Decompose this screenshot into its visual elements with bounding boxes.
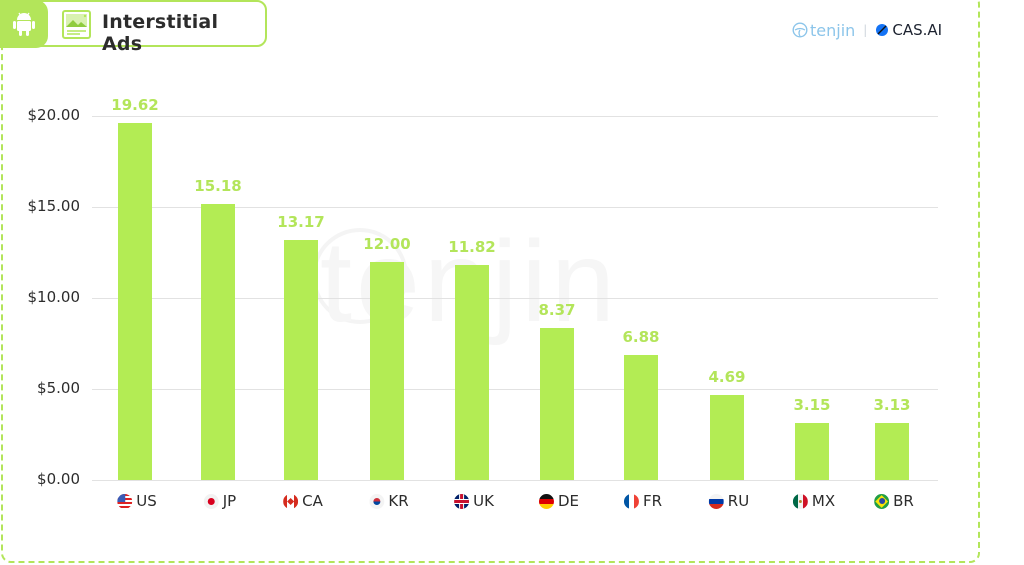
android-icon [0,0,48,48]
cas-logo-text: CAS.AI [892,21,943,39]
flag-fr-icon [623,493,639,509]
bar-value-label: 13.17 [277,213,325,232]
bar-value-label: 4.69 [708,367,746,386]
bar-value-label: 6.88 [622,327,660,346]
cas-logo-icon [876,24,889,36]
bar-fr [624,354,658,480]
bar-br [875,423,909,480]
flag-us-icon [117,493,133,509]
bar-uk [455,264,489,480]
x-tick-us: US [117,491,157,511]
x-tick-uk: UK [454,491,494,511]
flag-uk-icon [454,493,470,509]
bar-ru [710,394,744,480]
x-tick-fr: FR [623,491,663,511]
gridline [92,298,938,299]
x-tick-label: FR [642,492,663,510]
y-tick-label: $20.00 [27,106,81,124]
x-tick-ru: RU [708,491,750,511]
chart-header: Interstitial Ads [0,0,267,55]
bar-value-label: 8.37 [538,300,576,319]
y-tick-label: $0.00 [37,470,80,488]
brand-logos: tenjin | CAS.AI [792,19,942,41]
x-tick-label: DE [557,492,580,510]
x-tick-br: BR [874,491,914,511]
chart-title: Interstitial Ads [102,11,219,55]
bar-jp [201,203,235,480]
tenjin-logo-icon [792,22,808,38]
bar-value-label: 15.18 [194,176,242,195]
x-tick-ca: CA [283,491,323,511]
gridline [92,480,938,481]
bar-kr [370,261,404,480]
x-tick-label: BR [893,492,914,510]
y-tick-label: $15.00 [27,197,81,215]
bar-value-label: 3.15 [793,395,831,414]
image-ad-icon [62,10,91,39]
x-tick-label: MX [811,492,836,510]
x-tick-jp: JP [203,491,237,511]
flag-jp-icon [203,493,219,509]
bar-value-label: 3.13 [873,396,911,415]
bar-value-label: 19.62 [111,95,159,114]
bar-ca [284,240,318,480]
x-tick-kr: KR [369,491,409,511]
bar-value-label: 12.00 [363,234,411,253]
x-tick-de: DE [538,491,580,511]
flag-kr-icon [369,493,385,509]
x-tick-label: RU [727,492,750,510]
x-tick-mx: MX [792,491,836,511]
flag-ru-icon [708,493,724,509]
flag-mx-icon [792,493,808,509]
bar-value-label: 11.82 [448,237,496,256]
x-tick-label: CA [302,492,323,510]
chart-frame [1,0,980,563]
brand-separator: | [863,23,868,37]
flag-br-icon [874,493,890,509]
tenjin-logo-text: tenjin [810,20,856,40]
y-tick-label: $10.00 [27,288,81,306]
bar-de [540,327,574,480]
gridline [92,207,938,208]
bar-us [118,122,152,480]
bar-mx [795,422,829,480]
flag-ca-icon [283,493,299,509]
x-tick-label: KR [388,492,409,510]
flag-de-icon [538,493,554,509]
gridline [92,389,938,390]
gridline [92,116,938,117]
x-tick-label: US [136,492,157,510]
y-tick-label: $5.00 [37,379,80,397]
x-tick-label: UK [473,492,494,510]
x-tick-label: JP [222,492,237,510]
